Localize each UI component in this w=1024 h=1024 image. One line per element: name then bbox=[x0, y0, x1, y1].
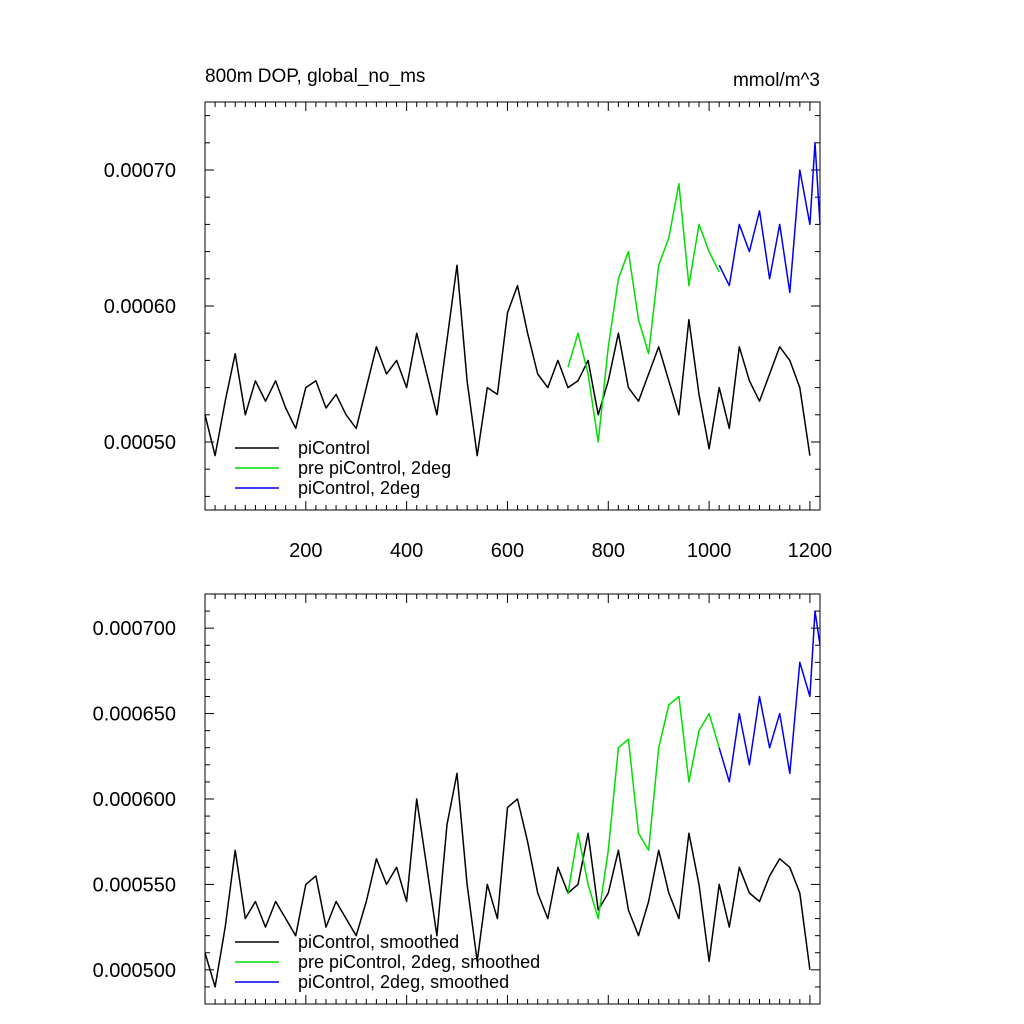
legend-label: pre piControl, 2deg bbox=[298, 458, 451, 478]
x-tick-label: 200 bbox=[289, 540, 322, 562]
series-line-2 bbox=[718, 610, 821, 783]
x-tick-label: 1000 bbox=[687, 540, 732, 562]
chart-title: 800m DOP, global_no_ms bbox=[205, 66, 425, 87]
y-tick-label: 0.000600 bbox=[93, 789, 176, 811]
legend-label: piControl, 2deg, smoothed bbox=[298, 972, 509, 992]
legend-label: piControl, smoothed bbox=[298, 932, 459, 952]
series-line-2 bbox=[718, 142, 821, 294]
legend-label: piControl bbox=[298, 438, 370, 458]
y-tick-label: 0.000650 bbox=[93, 704, 176, 726]
x-tick-label: 1200 bbox=[788, 540, 833, 562]
x-tick-label: 600 bbox=[491, 540, 524, 562]
y-tick-label: 0.00050 bbox=[104, 432, 176, 454]
y-tick-label: 0.00060 bbox=[104, 296, 176, 318]
units-label: mmol/m^3 bbox=[733, 70, 820, 91]
x-tick-label: 400 bbox=[390, 540, 423, 562]
y-tick-label: 0.00070 bbox=[104, 160, 176, 182]
y-tick-label: 0.000700 bbox=[93, 618, 176, 640]
series-line-1 bbox=[567, 182, 720, 443]
legend-label: piControl, 2deg bbox=[298, 478, 420, 498]
x-tick-label: 800 bbox=[592, 540, 625, 562]
series-line-0 bbox=[204, 264, 811, 457]
legend-label: pre piControl, 2deg, smoothed bbox=[298, 952, 540, 972]
y-tick-label: 0.000500 bbox=[93, 960, 176, 982]
y-tick-label: 0.000550 bbox=[93, 874, 176, 896]
series-line-0 bbox=[204, 772, 811, 988]
series-line-1 bbox=[567, 695, 720, 920]
